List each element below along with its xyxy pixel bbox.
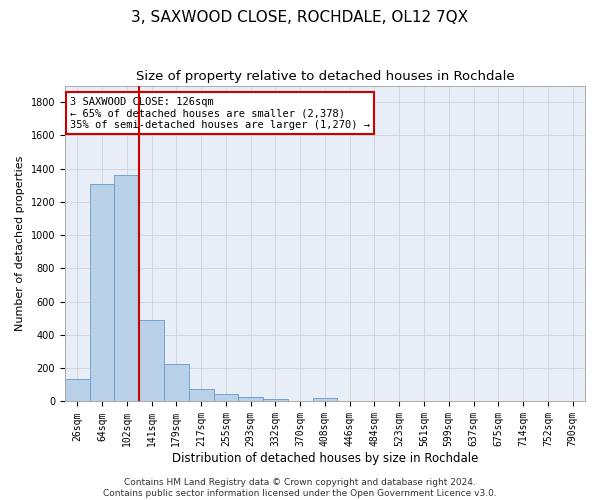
Bar [115, 176, 139, 402]
Bar [65, 379, 89, 402]
Bar [214, 394, 238, 402]
Text: 3, SAXWOOD CLOSE, ROCHDALE, OL12 7QX: 3, SAXWOOD CLOSE, ROCHDALE, OL12 7QX [131, 10, 469, 25]
Bar [164, 364, 189, 402]
Bar [189, 389, 214, 402]
Text: 3 SAXWOOD CLOSE: 126sqm
← 65% of detached houses are smaller (2,378)
35% of semi: 3 SAXWOOD CLOSE: 126sqm ← 65% of detache… [70, 96, 370, 130]
Y-axis label: Number of detached properties: Number of detached properties [15, 156, 25, 331]
Title: Size of property relative to detached houses in Rochdale: Size of property relative to detached ho… [136, 70, 514, 83]
Bar [139, 320, 164, 402]
Bar [263, 400, 288, 402]
Bar [238, 397, 263, 402]
Bar [313, 398, 337, 402]
Bar [89, 184, 115, 402]
Text: Contains HM Land Registry data © Crown copyright and database right 2024.
Contai: Contains HM Land Registry data © Crown c… [103, 478, 497, 498]
X-axis label: Distribution of detached houses by size in Rochdale: Distribution of detached houses by size … [172, 452, 478, 465]
